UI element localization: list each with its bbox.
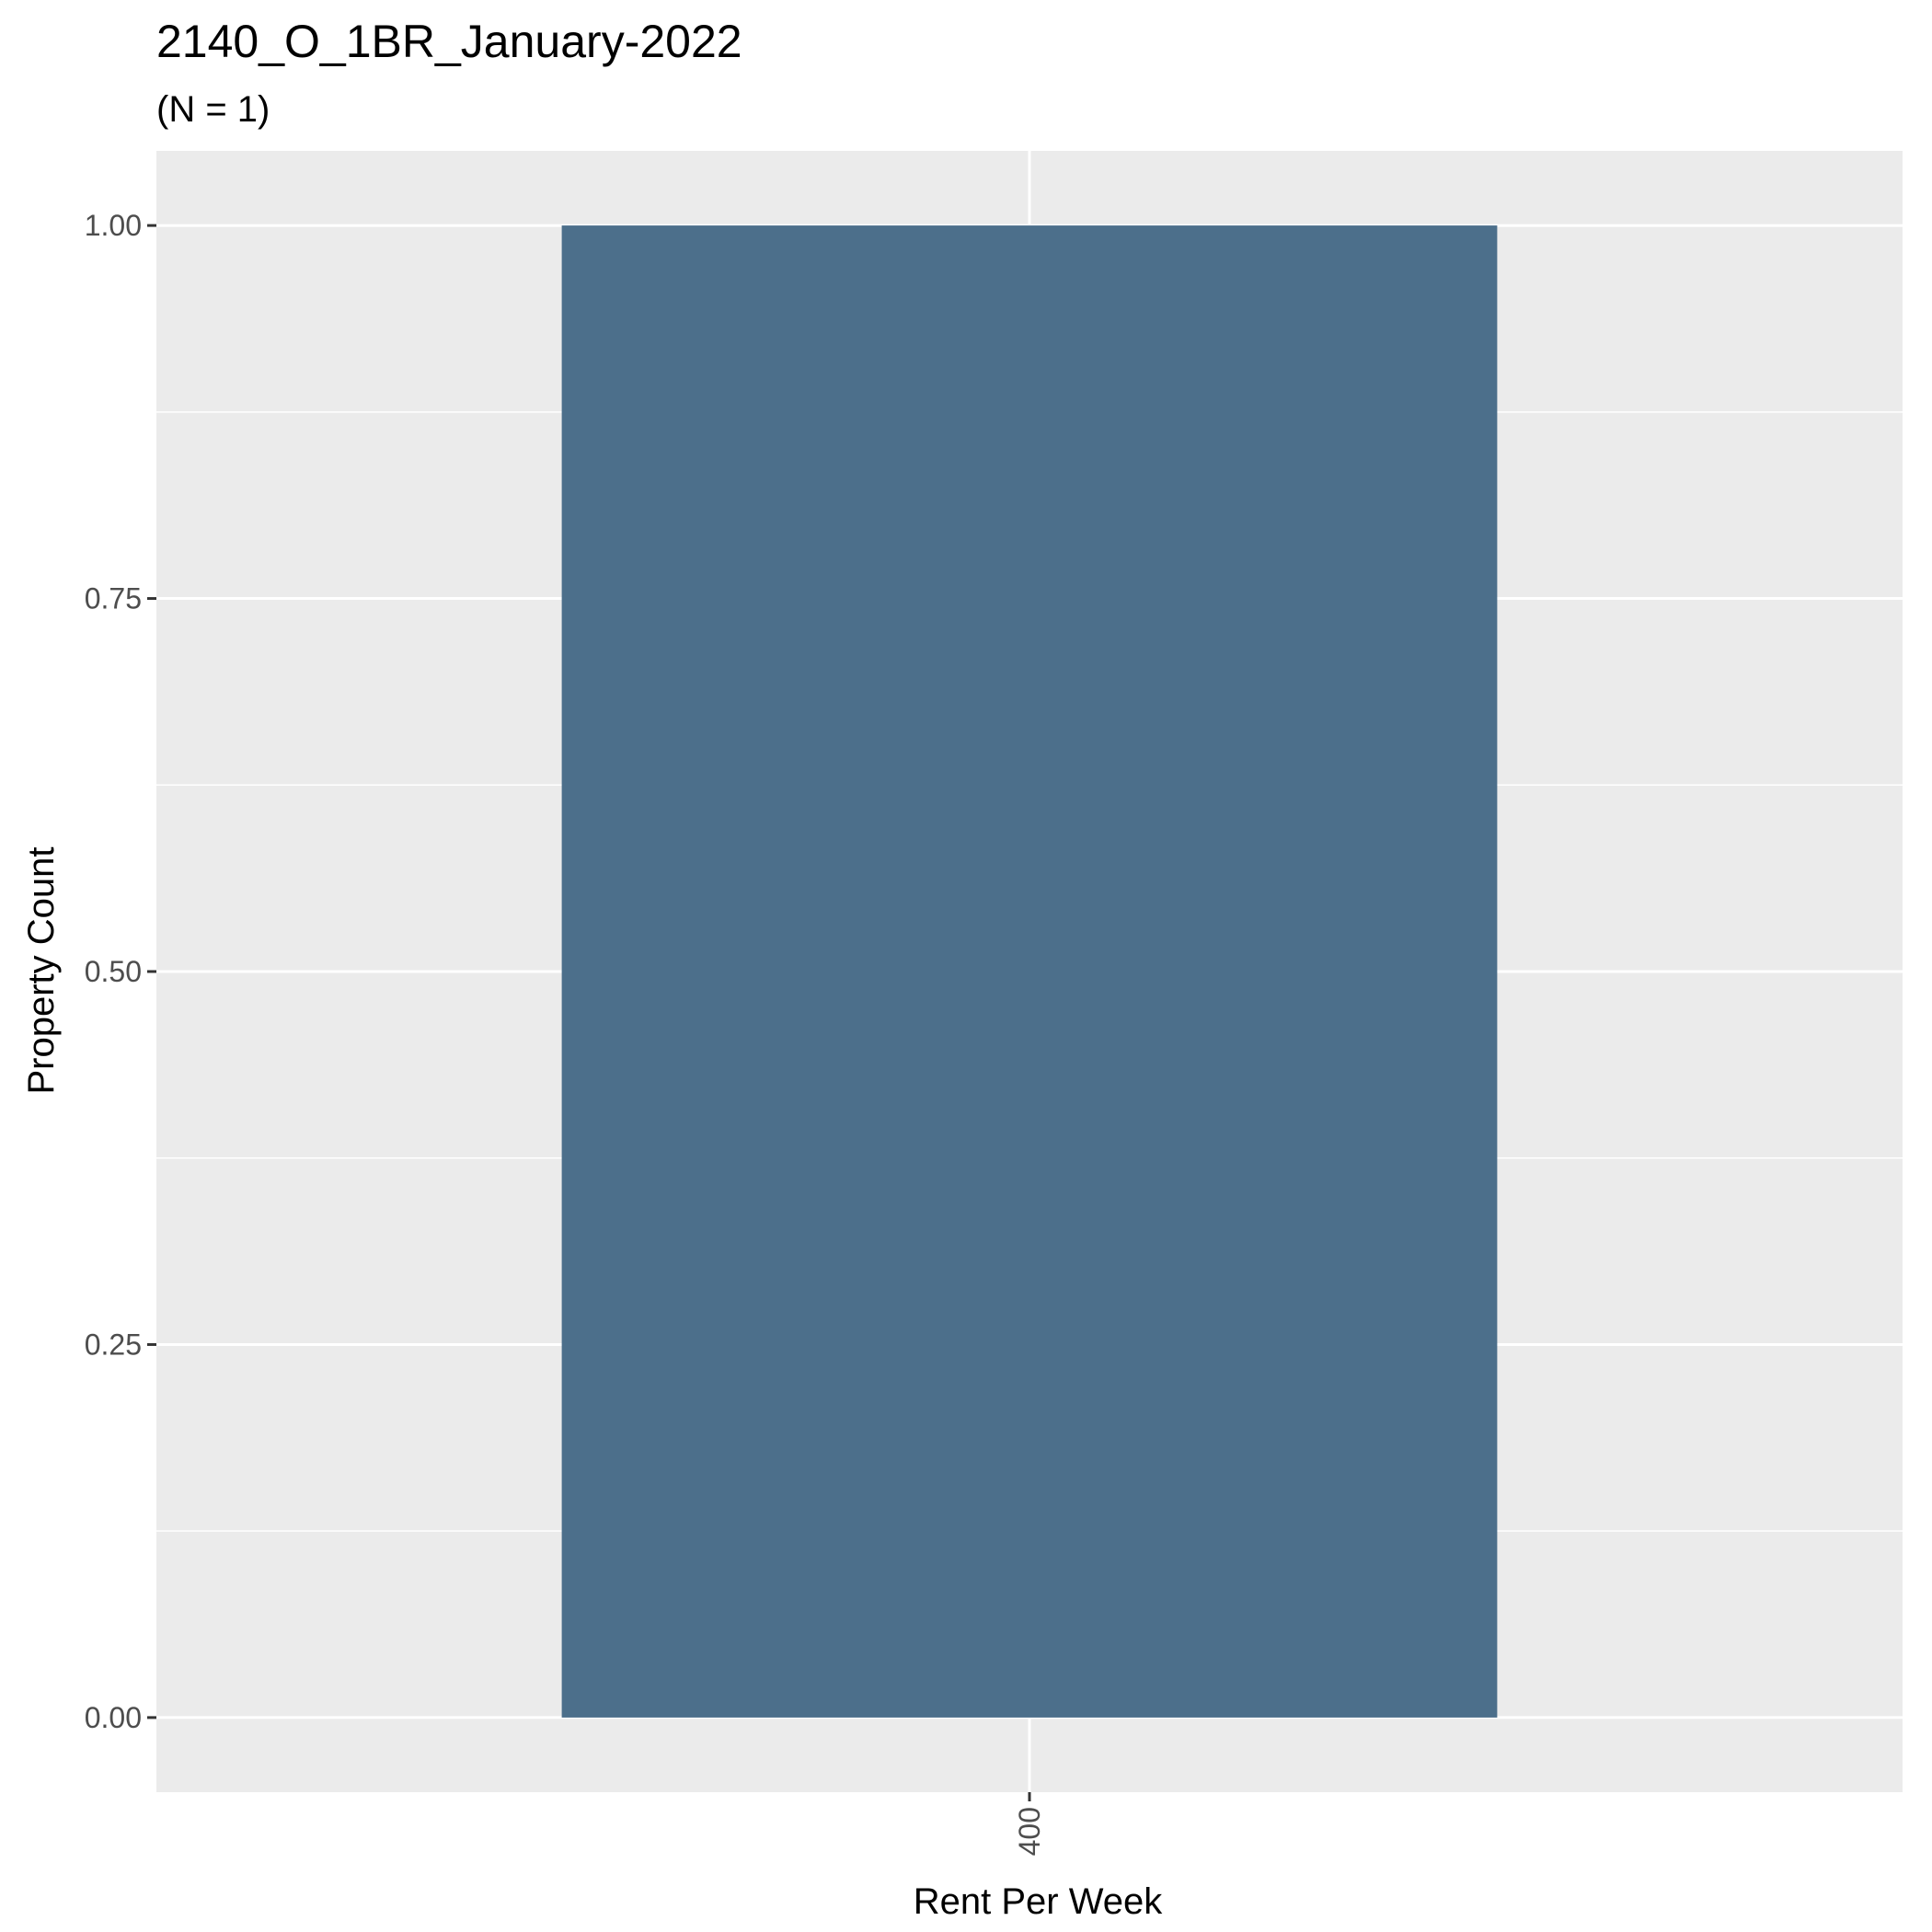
bars <box>561 225 1498 1718</box>
bar-400 <box>561 225 1498 1718</box>
y-tick-label: 1.00 <box>85 209 142 242</box>
x-tick-label: 400 <box>1013 1807 1046 1856</box>
y-tick-label: 0.00 <box>85 1701 142 1734</box>
x-axis-title: Rent Per Week <box>914 1881 1163 1922</box>
chart-subtitle: (N = 1) <box>156 89 270 130</box>
y-axis-title: Property Count <box>21 846 62 1094</box>
chart-title: 2140_O_1BR_January-2022 <box>156 16 742 67</box>
y-tick-label: 0.75 <box>85 582 142 615</box>
y-tick-label: 0.25 <box>85 1328 142 1361</box>
axes: 0.00 0.25 0.50 0.75 1.00 400 <box>85 209 1046 1856</box>
y-tick-label: 0.50 <box>85 955 142 988</box>
